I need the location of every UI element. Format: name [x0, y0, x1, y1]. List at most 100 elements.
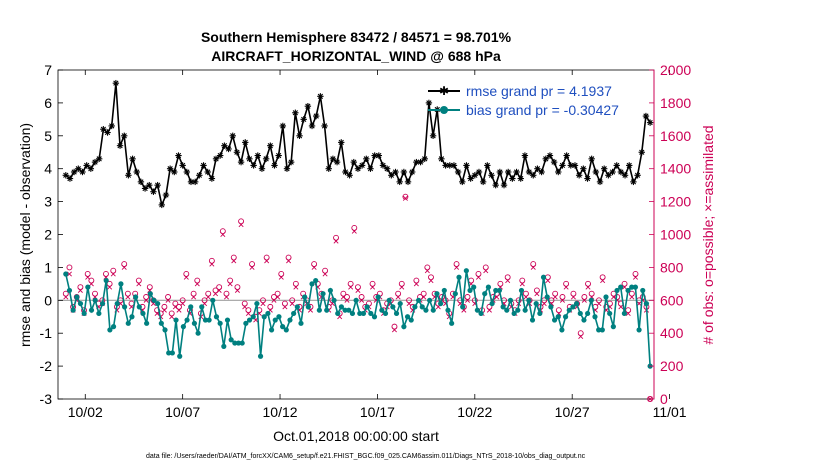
obs-assimilated-point [600, 278, 606, 284]
obs-assimilated-point [563, 284, 569, 290]
obs-possible-point [238, 218, 245, 225]
obs-possible-point [333, 234, 339, 241]
obs-possible-point [135, 277, 142, 284]
bias-point [239, 340, 245, 346]
obs-possible-point [552, 290, 559, 297]
bias-point [603, 294, 609, 300]
bias-point [210, 297, 216, 303]
rmse-point [175, 152, 182, 159]
obs-possible-point [559, 294, 566, 300]
rmse-point [513, 168, 520, 176]
obs-possible-point [420, 290, 427, 297]
bias-point [180, 324, 186, 330]
bias-point [206, 317, 212, 323]
rmse-point [383, 165, 391, 172]
x-tick-label: 10/17 [360, 404, 395, 420]
bias-point [588, 297, 594, 303]
y-right-tick-label: 800 [660, 259, 684, 275]
obs-possible-point [340, 290, 347, 297]
rmse-point [95, 155, 103, 163]
bias-point [188, 304, 194, 310]
obs-possible-point [475, 271, 482, 277]
obs-assimilated-point [618, 304, 624, 310]
bias-point [70, 307, 76, 313]
obs-possible-point [347, 280, 354, 287]
y-left-tick-label: 6 [44, 95, 52, 111]
bias-point [125, 320, 131, 326]
bias-point [96, 310, 102, 317]
x-axis: 10/02 10/07 10/12 10/17 10/22 10/27 11/01 [68, 70, 687, 420]
rmse-point [584, 175, 591, 182]
bias-point [489, 300, 495, 307]
bias-point [596, 327, 602, 333]
rmse-point [363, 155, 370, 163]
rmse-point [129, 155, 136, 163]
rmse-point [233, 149, 241, 156]
rmse-point [375, 152, 383, 159]
obs-assimilated-point [629, 294, 635, 300]
bias-point [415, 297, 422, 303]
bias-point [625, 287, 631, 294]
rmse-point [580, 165, 587, 172]
obs-possible-point [230, 254, 237, 261]
y-right-tick-label: 1600 [660, 128, 691, 144]
bias-point [511, 310, 517, 317]
x-axis-label: Oct.01,2018 00:00:00 start [273, 428, 439, 444]
rmse-point [638, 149, 645, 156]
bias-point [570, 304, 576, 310]
obs-assimilated-point [110, 271, 116, 277]
bias-point [327, 287, 333, 294]
y-left-tick-label: -2 [40, 358, 53, 374]
obs-assimilated-point [370, 284, 376, 290]
obs-possible-point [92, 290, 98, 297]
obs-possible-point [260, 297, 266, 304]
bias-point [155, 300, 161, 307]
y-left-tick-label: 0 [44, 292, 52, 308]
obs-possible-point [176, 303, 182, 310]
bias-point [368, 310, 374, 317]
obs-assimilated-point [125, 294, 131, 300]
rmse-point [254, 152, 261, 159]
rmse-point [425, 99, 433, 107]
obs-assimilated-point [107, 284, 113, 290]
obs-possible-point [464, 294, 471, 300]
rmse-point [200, 162, 207, 169]
rmse-point [133, 168, 140, 176]
bias-point [195, 330, 201, 336]
obs-assimilated-point [483, 268, 489, 274]
obs-possible-point [205, 290, 212, 297]
obs-assimilated-point [209, 261, 215, 267]
obs-possible-point [428, 274, 434, 281]
obs-possible-point [249, 261, 255, 268]
rmse-point [475, 168, 483, 176]
y-right-tick-label: 0 [660, 391, 668, 407]
bias-point [268, 327, 275, 333]
obs-assimilated-point [454, 264, 460, 270]
obs-assimilated-point [413, 281, 419, 287]
obs-assimilated-point [249, 264, 255, 270]
rmse-point [262, 155, 270, 163]
y-right-tick-label: 2000 [660, 62, 691, 78]
rmse-point [421, 155, 428, 163]
obs-possible-point [168, 310, 175, 317]
bias-point [283, 327, 289, 333]
rmse-point [542, 155, 549, 163]
obs-assimilated-point [530, 264, 536, 270]
obs-possible-point [179, 297, 186, 304]
rmse-point [66, 175, 74, 182]
obs-assimilated-point [220, 231, 226, 238]
obs-assimilated-point [169, 314, 175, 320]
obs-possible-point [289, 297, 296, 304]
bias-point [419, 304, 425, 310]
bias-point [221, 343, 227, 349]
obs-possible-point [453, 261, 460, 268]
rmse-point [417, 158, 424, 166]
bias-point [610, 324, 616, 330]
rmse-point [521, 152, 529, 159]
obs-assimilated-point [121, 264, 127, 270]
bias-point [166, 350, 172, 356]
x-tick-label: 10/12 [263, 404, 298, 420]
bias-point [449, 320, 455, 326]
obs-assimilated-point [622, 284, 628, 290]
x-tick-label: 11/01 [653, 404, 687, 420]
